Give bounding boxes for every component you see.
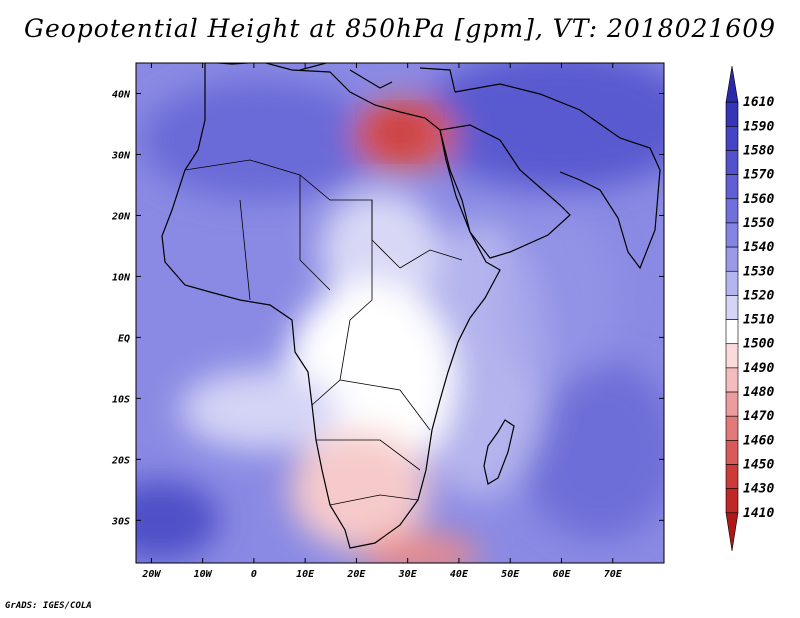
arabia-outline	[439, 124, 571, 259]
colorbar-label: 1550	[743, 216, 774, 231]
colorbar-swatch	[725, 198, 739, 224]
colorbar-label: 1540	[743, 240, 774, 255]
lon-tick-label: 20W	[141, 569, 161, 580]
colorbar-label: 1560	[743, 192, 774, 207]
colorbar-label: 1490	[743, 361, 774, 376]
credit-label: GrADS: IGES/COLA	[5, 601, 92, 611]
colorbar-swatch	[725, 440, 739, 465]
colorbar-label: 1510	[743, 313, 774, 328]
colorbar-swatch	[725, 174, 739, 200]
colorbar-swatch	[725, 150, 739, 175]
lat-tick-label: 40N	[112, 89, 131, 100]
lon-tick-label: 70E	[604, 569, 623, 580]
colorbar-label: 1570	[743, 168, 774, 183]
colorbar-swatch	[725, 222, 739, 248]
colorbar-swatch	[725, 488, 739, 514]
colorbar-swatch	[725, 415, 739, 441]
colorbar-label: 1520	[743, 288, 774, 303]
colorbar-swatch	[725, 367, 739, 393]
madagascar-outline	[483, 419, 515, 485]
lon-tick-label: 10W	[194, 569, 213, 580]
lat-tick-label: 20S	[111, 455, 130, 466]
country-borders	[184, 159, 463, 506]
lon-tick-label: 60E	[552, 569, 571, 580]
colorbar-label: 1480	[743, 385, 774, 400]
colorbar-swatch	[725, 126, 739, 151]
lon-tick-label: 50E	[501, 569, 520, 580]
colorbar-swatch	[725, 295, 739, 320]
lon-tick-label: 0	[251, 569, 257, 580]
chart-title: Geopotential Height at 850hPa [gpm], VT:…	[23, 14, 777, 43]
colorbar-label: 1410	[743, 506, 774, 521]
lat-tick-label: 10S	[112, 394, 130, 405]
colorbar-swatch	[725, 464, 739, 489]
colorbar-swatch	[725, 319, 739, 345]
colorbar-label: 1450	[743, 458, 774, 473]
colorbar-label: 1530	[743, 264, 774, 279]
lon-tick-label: 20E	[346, 569, 366, 580]
lon-tick-label: 30E	[398, 569, 418, 580]
colorbar-label: 1590	[743, 119, 774, 134]
colorbar: 1610 1590 1580 1570 1560 1550 1540 1530 1520 1510…	[725, 65, 774, 552]
lat-tick-label: 10N	[112, 272, 131, 283]
map-frame	[135, 62, 665, 564]
colorbar-label: 1430	[743, 482, 774, 497]
lat-tick-label: 30S	[111, 516, 130, 527]
colorbar-swatch	[725, 246, 739, 272]
colorbar-swatch	[725, 65, 739, 103]
colorbar-swatch	[725, 270, 739, 296]
asia-outline	[454, 83, 661, 270]
colorbar-label: 1460	[743, 433, 774, 448]
lon-tick-label: 10E	[296, 569, 315, 580]
africa-outline	[161, 63, 501, 549]
colorbar-swatch	[725, 512, 739, 552]
lat-tick-label: EQ	[118, 333, 130, 344]
colorbar-swatch	[725, 391, 739, 417]
colorbar-label: 1580	[743, 143, 774, 158]
colorbar-label: 1500	[743, 337, 774, 352]
colorbar-label: 1610	[743, 95, 774, 110]
coastlines	[161, 63, 661, 549]
lat-tick-label: 20N	[111, 211, 131, 222]
height-field	[136, 63, 664, 563]
colorbar-swatch	[725, 343, 739, 369]
axis-ticks: 20W 10W 0 10E 20E 30E 40E 50E 60E 70E 40N 30N 20N 10N…	[111, 63, 664, 580]
colorbar-label: 1470	[743, 409, 774, 424]
colorbar-swatch	[725, 101, 739, 127]
lat-tick-label: 30N	[111, 150, 131, 161]
lon-tick-label: 40E	[450, 569, 469, 580]
